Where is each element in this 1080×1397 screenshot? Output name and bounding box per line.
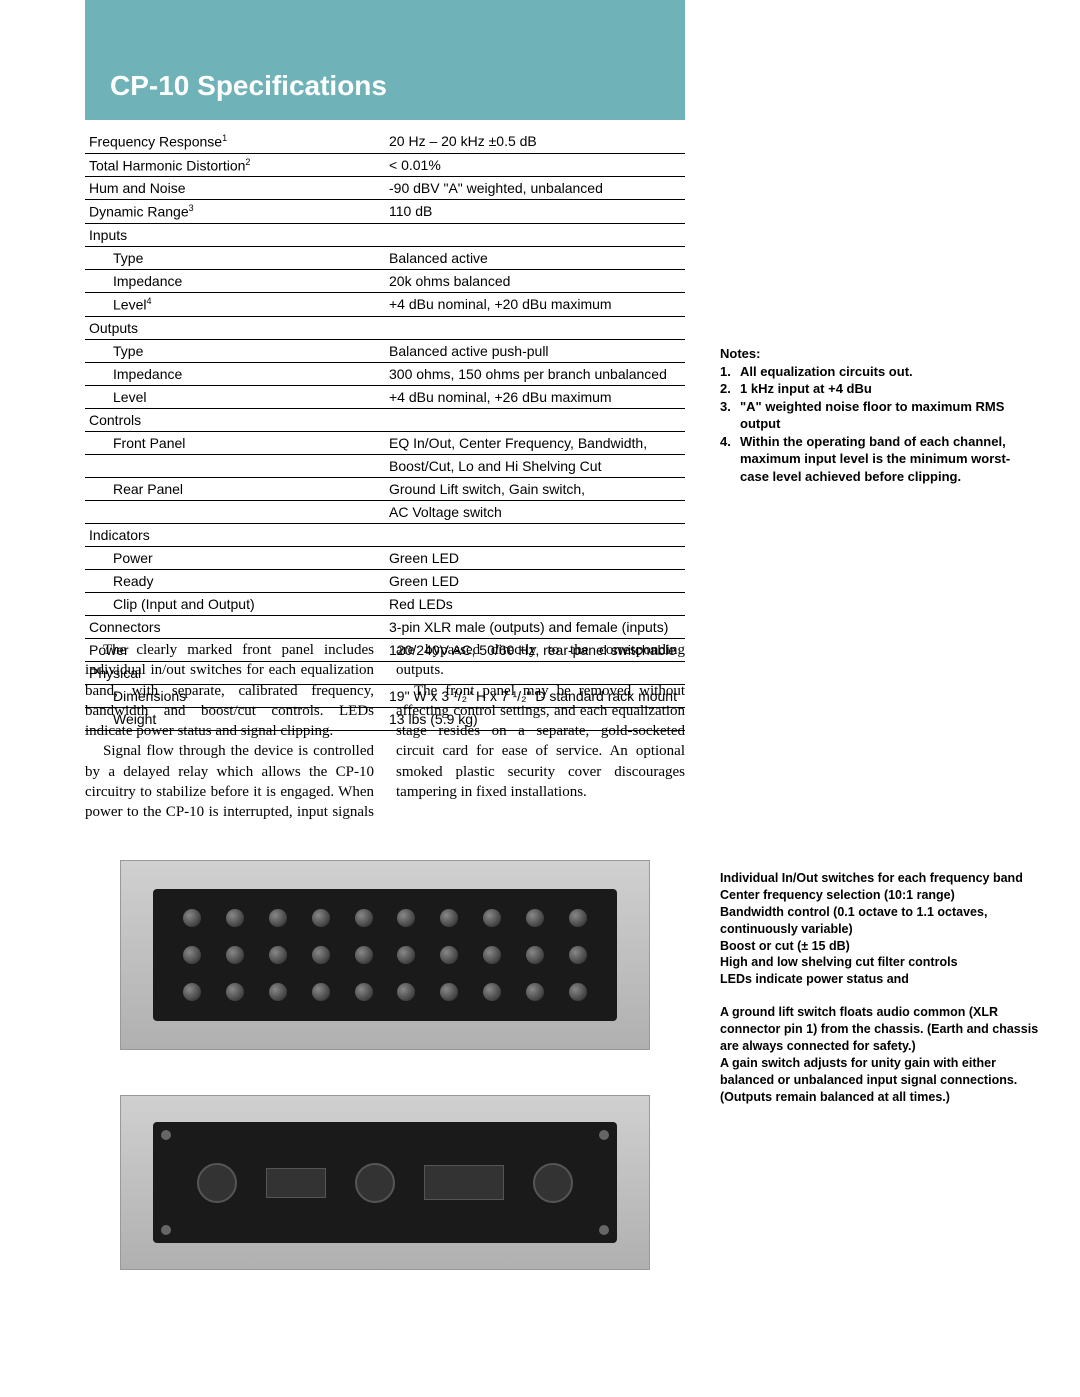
- spec-value: [385, 316, 685, 339]
- spec-value: 20 Hz – 20 kHz ±0.5 dB: [385, 130, 685, 153]
- spec-row: TypeBalanced active: [85, 246, 685, 269]
- spec-label: Type: [85, 339, 385, 362]
- spec-row: Controls: [85, 408, 685, 431]
- feature-line: Bandwidth control (0.1 octave to 1.1 oct…: [720, 904, 1040, 938]
- spec-row: AC Voltage switch: [85, 500, 685, 523]
- spec-value: +4 dBu nominal, +20 dBu maximum: [385, 292, 685, 316]
- spec-row: ReadyGreen LED: [85, 569, 685, 592]
- spec-value: AC Voltage switch: [385, 500, 685, 523]
- spec-value: [385, 223, 685, 246]
- spec-row: Level4+4 dBu nominal, +20 dBu maximum: [85, 292, 685, 316]
- spec-row: Dynamic Range3110 dB: [85, 200, 685, 224]
- body-p3: The front panel may be removed without a…: [396, 681, 685, 803]
- feature-line: LEDs indicate power status and: [720, 971, 1040, 988]
- spec-label: Outputs: [85, 316, 385, 339]
- body-text: The clearly marked front panel includes …: [85, 640, 685, 822]
- spec-row: Boost/Cut, Lo and Hi Shelving Cut: [85, 454, 685, 477]
- spec-label: Rear Panel: [85, 477, 385, 500]
- feature-line: Center frequency selection (10:1 range): [720, 887, 1040, 904]
- notes-block: Notes: 1.All equalization circuits out.2…: [720, 345, 1030, 485]
- title-banner: [85, 0, 685, 120]
- spec-label: Clip (Input and Output): [85, 592, 385, 615]
- feature-line: Individual In/Out switches for each freq…: [720, 870, 1040, 887]
- spec-label: Connectors: [85, 615, 385, 638]
- note-item: 2.1 kHz input at +4 dBu: [720, 380, 1030, 398]
- feature-line: A ground lift switch floats audio common…: [720, 1004, 1040, 1055]
- spec-value: Green LED: [385, 546, 685, 569]
- spec-row: Frequency Response120 Hz – 20 kHz ±0.5 d…: [85, 130, 685, 153]
- spec-label: Level4: [85, 292, 385, 316]
- spec-value: -90 dBV "A" weighted, unbalanced: [385, 177, 685, 200]
- note-item: 3."A" weighted noise floor to maximum RM…: [720, 398, 1030, 433]
- feature-line: High and low shelving cut filter control…: [720, 954, 1040, 971]
- device-front-photo: [120, 860, 650, 1050]
- spec-value: +4 dBu nominal, +26 dBu maximum: [385, 385, 685, 408]
- spec-label: Total Harmonic Distortion2: [85, 153, 385, 177]
- features-block: Individual In/Out switches for each freq…: [720, 870, 1040, 1105]
- spec-row: Level+4 dBu nominal, +26 dBu maximum: [85, 385, 685, 408]
- spec-row: Clip (Input and Output)Red LEDs: [85, 592, 685, 615]
- note-item: 4.Within the operating band of each chan…: [720, 433, 1030, 486]
- feature-line: Boost or cut (± 15 dB): [720, 938, 1040, 955]
- spec-row: Impedance300 ohms, 150 ohms per branch u…: [85, 362, 685, 385]
- spec-value: < 0.01%: [385, 153, 685, 177]
- page-title: CP-10 Specifications: [110, 70, 387, 102]
- spec-value: Balanced active push-pull: [385, 339, 685, 362]
- spec-value: Red LEDs: [385, 592, 685, 615]
- spec-label: [85, 500, 385, 523]
- spec-value: Boost/Cut, Lo and Hi Shelving Cut: [385, 454, 685, 477]
- spec-value: [385, 408, 685, 431]
- spec-row: Indicators: [85, 523, 685, 546]
- spec-value: 20k ohms balanced: [385, 269, 685, 292]
- spec-label: [85, 454, 385, 477]
- spec-label: Impedance: [85, 269, 385, 292]
- spec-row: Hum and Noise-90 dBV "A" weighted, unbal…: [85, 177, 685, 200]
- spec-value: 110 dB: [385, 200, 685, 224]
- spec-label: Dynamic Range3: [85, 200, 385, 224]
- spec-label: Impedance: [85, 362, 385, 385]
- spec-label: Power: [85, 546, 385, 569]
- spec-row: Outputs: [85, 316, 685, 339]
- spec-value: [385, 523, 685, 546]
- spec-row: Front PanelEQ In/Out, Center Frequency, …: [85, 431, 685, 454]
- spec-label: Controls: [85, 408, 385, 431]
- device-rear-photo: [120, 1095, 650, 1270]
- spec-label: Frequency Response1: [85, 130, 385, 153]
- spec-row: Inputs: [85, 223, 685, 246]
- spec-row: Impedance20k ohms balanced: [85, 269, 685, 292]
- spec-row: TypeBalanced active push-pull: [85, 339, 685, 362]
- spec-label: Hum and Noise: [85, 177, 385, 200]
- spec-value: Balanced active: [385, 246, 685, 269]
- spec-label: Indicators: [85, 523, 385, 546]
- spec-label: Level: [85, 385, 385, 408]
- spec-row: Total Harmonic Distortion2< 0.01%: [85, 153, 685, 177]
- note-item: 1.All equalization circuits out.: [720, 363, 1030, 381]
- spec-label: Ready: [85, 569, 385, 592]
- spec-row: Rear PanelGround Lift switch, Gain switc…: [85, 477, 685, 500]
- spec-value: 300 ohms, 150 ohms per branch unbalanced: [385, 362, 685, 385]
- body-p1: The clearly marked front panel includes …: [85, 640, 374, 741]
- spec-label: Inputs: [85, 223, 385, 246]
- spec-value: Ground Lift switch, Gain switch,: [385, 477, 685, 500]
- spec-value: Green LED: [385, 569, 685, 592]
- spec-label: Type: [85, 246, 385, 269]
- notes-heading: Notes:: [720, 345, 1030, 363]
- spec-value: 3-pin XLR male (outputs) and female (inp…: [385, 615, 685, 638]
- spec-value: EQ In/Out, Center Frequency, Bandwidth,: [385, 431, 685, 454]
- spec-row: Connectors3-pin XLR male (outputs) and f…: [85, 615, 685, 638]
- spec-label: Front Panel: [85, 431, 385, 454]
- spec-row: PowerGreen LED: [85, 546, 685, 569]
- feature-line: A gain switch adjusts for unity gain wit…: [720, 1055, 1040, 1106]
